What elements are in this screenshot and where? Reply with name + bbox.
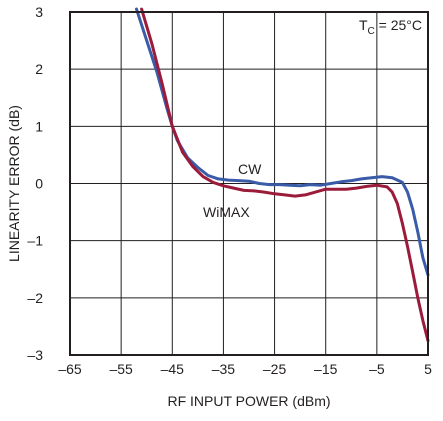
y-tick-label: 1: [35, 118, 43, 134]
y-tick-label: –2: [27, 290, 43, 306]
temperature-prefix: T: [359, 17, 368, 33]
x-tick-label: –15: [314, 361, 338, 377]
grid-lines: [69, 11, 429, 356]
x-axis-label: RF INPUT POWER (dBm): [167, 393, 330, 409]
x-tick-label: –55: [109, 361, 133, 377]
series-line-wimax: [140, 7, 430, 343]
series-label-wimax: WiMAX: [203, 204, 250, 220]
x-tick-label: –5: [369, 361, 385, 377]
temperature-value: = 25°C: [375, 17, 422, 33]
plot-frame: [69, 11, 429, 356]
series-line-cw: [135, 7, 430, 277]
y-tick-label: 0: [35, 176, 43, 192]
y-tick-label: –1: [27, 233, 43, 249]
x-tick-label: –25: [263, 361, 287, 377]
temperature-annotation: TC = 25°C: [359, 17, 422, 37]
x-tick-label: –45: [161, 361, 185, 377]
y-tick-label: 3: [35, 4, 43, 20]
x-tick-label: –35: [212, 361, 236, 377]
series-label-cw: CW: [238, 161, 262, 177]
x-tick-label: –65: [58, 361, 82, 377]
y-tick-label: 2: [35, 61, 43, 77]
y-tick-label: –3: [27, 347, 43, 363]
x-tick-label: 5: [424, 361, 432, 377]
x-tick-labels: –65 –55 –45 –35 –25 –15 –5 5: [58, 361, 432, 377]
temperature-subscript: C: [368, 26, 375, 37]
y-tick-labels: 3 2 1 0 –1 –2 –3: [27, 4, 43, 363]
y-axis-label: LINEARITY ERROR (dB): [6, 105, 22, 262]
data-series: [135, 7, 430, 343]
